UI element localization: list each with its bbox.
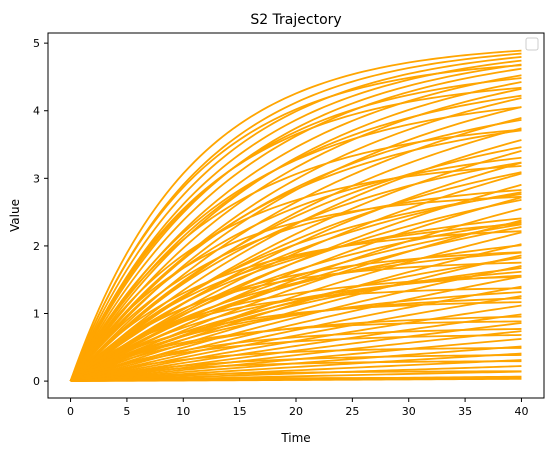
series-line-42 [69, 77, 522, 382]
series-line-71 [69, 261, 522, 382]
series-line-82 [70, 347, 522, 382]
series-line-49 [69, 171, 522, 382]
series-line-86 [70, 376, 522, 382]
series-line-75 [69, 287, 522, 382]
series-line-8 [69, 81, 522, 382]
series-line-81 [70, 334, 522, 382]
x-tick-label: 5 [123, 405, 130, 418]
series-line-53 [69, 156, 522, 382]
series-line-32 [70, 330, 522, 382]
series-line-56 [69, 165, 522, 382]
series-line-62 [69, 217, 522, 382]
x-tick-label: 35 [458, 405, 472, 418]
series-line-5 [69, 63, 522, 382]
x-tick-label: 15 [233, 405, 247, 418]
plot-area [69, 49, 522, 382]
series-line-50 [69, 128, 522, 382]
series-line-67 [70, 267, 522, 382]
y-axis-label: Value [8, 199, 22, 232]
series-line-79 [70, 320, 522, 382]
y-tick-label: 2 [33, 240, 40, 253]
x-tick-label: 20 [289, 405, 303, 418]
series-line-65 [70, 244, 522, 382]
series-line-77 [70, 301, 522, 382]
series-line-46 [69, 106, 522, 382]
x-tick-label: 25 [345, 405, 359, 418]
series-line-26 [70, 275, 522, 382]
series-line-69 [69, 251, 522, 382]
series-line-84 [70, 360, 522, 382]
series-line-40 [70, 377, 522, 382]
series-line-80 [70, 328, 522, 382]
y-tick-label: 3 [33, 172, 40, 185]
series-line-3 [69, 56, 522, 382]
legend-box [525, 37, 539, 51]
y-tick-label: 4 [33, 105, 40, 118]
series-line-1 [69, 49, 522, 382]
series-line-45 [69, 119, 522, 382]
y-axis: 0 1 2 3 4 5 [33, 37, 48, 388]
series-line-27 [70, 285, 522, 382]
x-axis-label: Time [280, 431, 310, 445]
y-tick-label: 0 [33, 375, 40, 388]
series-line-66 [69, 230, 522, 382]
series-line-83 [70, 354, 522, 382]
series-line-44 [69, 86, 522, 382]
series-line-60 [70, 221, 522, 382]
x-tick-label: 0 [67, 405, 74, 418]
series-line-64 [69, 222, 522, 382]
y-tick-label: 5 [33, 37, 40, 50]
series-line-24 [70, 254, 522, 382]
series-line-47 [69, 146, 522, 382]
series-line-76 [70, 297, 522, 382]
y-tick-label: 1 [33, 308, 40, 321]
series-line-17 [70, 172, 522, 382]
series-line-59 [69, 189, 522, 382]
chart-title: S2 Trajectory [250, 12, 341, 28]
series-line-48 [69, 129, 522, 382]
x-tick-label: 10 [176, 405, 190, 418]
series-line-85 [70, 370, 522, 382]
x-axis: 0 5 10 15 20 25 30 35 40 [67, 398, 528, 418]
x-tick-label: 30 [402, 405, 416, 418]
series-lines [69, 49, 522, 382]
series-line-41 [69, 64, 522, 382]
series-line-6 [69, 67, 522, 382]
series-line-61 [69, 195, 522, 382]
series-line-12 [69, 116, 522, 382]
series-line-36 [70, 359, 522, 382]
x-tick-label: 40 [514, 405, 528, 418]
